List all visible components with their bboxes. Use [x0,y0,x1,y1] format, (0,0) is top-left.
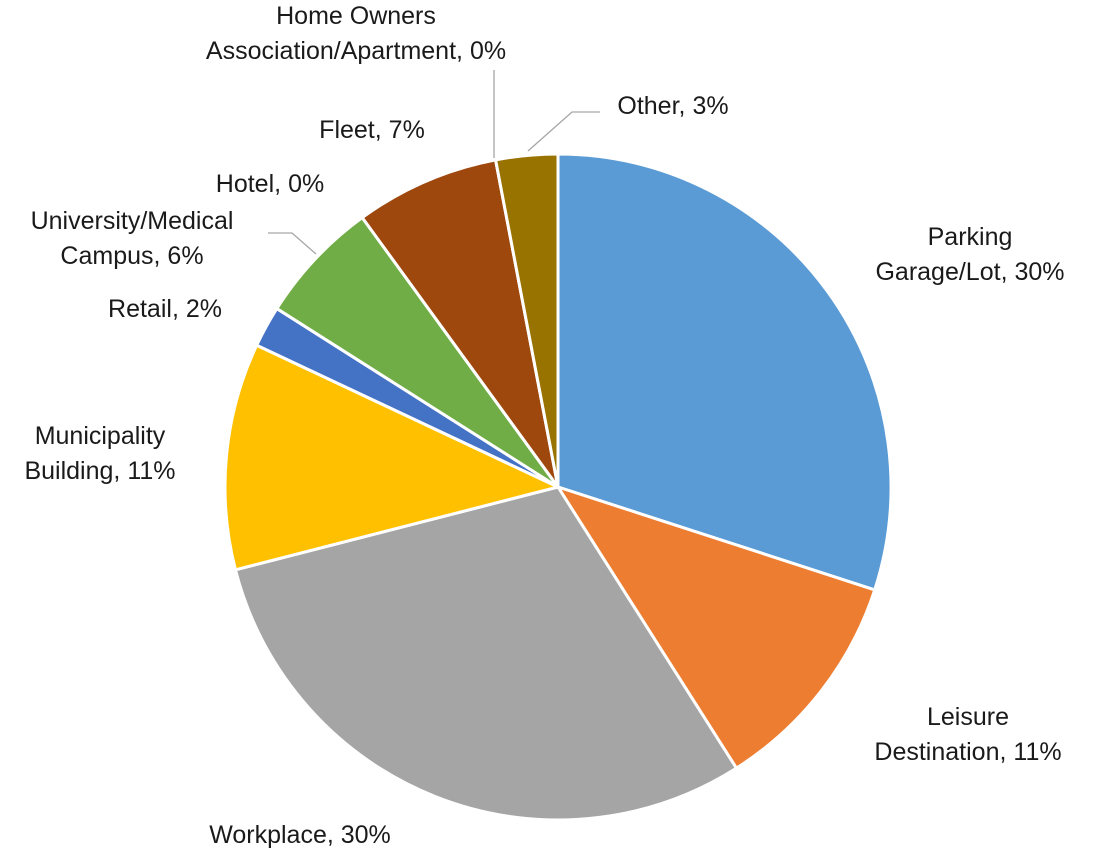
value-label: 11% [127,457,175,485]
value-label: 30% [1014,258,1064,286]
label-line: Municipality [35,422,166,450]
label-line: Retail [108,295,172,323]
category-label: Workplace [209,821,327,849]
value-label: 2% [186,295,222,323]
category-label: Leisure Destination [874,703,1009,766]
label-line: Leisure [927,703,1009,731]
category-label: Parking Garage/Lot [875,223,1012,286]
label-line: Campus [60,242,153,270]
label-line: Home Owners [276,2,436,30]
label-line: Association/Apartment [206,37,456,65]
label-line: Other [617,92,679,120]
pie-slice [494,152,560,489]
pie-slice [556,152,893,592]
pie-slice [233,485,738,822]
label-line: Workplace [209,821,327,849]
value-label: 11% [1013,738,1061,766]
data-label: Home Owners Association/Apartment, 0% [206,2,506,65]
category-label: Other [617,92,679,120]
value-label: 6% [167,242,203,270]
label-line: University/Medical [31,207,234,235]
data-label: University/Medical Campus, 6% [31,207,234,270]
category-label: Hotel [216,170,274,198]
category-label: Retail [108,295,172,323]
category-label: Fleet [319,116,375,144]
label-line: Destination [874,738,999,766]
pie-slice [556,485,877,770]
value-label: 3% [692,92,728,120]
label-line: Hotel [216,170,274,198]
value-label: 7% [389,116,425,144]
leader-line [527,111,600,152]
category-label: University/Medical Campus [31,207,234,270]
value-label: 0% [470,37,506,65]
data-label: Retail, 2% [108,295,222,323]
data-label: Fleet, 7% [319,116,425,144]
data-label: Parking Garage/Lot, 30% [875,223,1064,286]
value-label: 30% [341,821,391,849]
pie-slice [360,158,560,489]
pie-slice [223,343,560,572]
data-label: Leisure Destination, 11% [874,703,1061,766]
data-label: Workplace, 30% [209,821,391,849]
data-label: Other, 3% [617,92,728,120]
label-line: Building [24,457,113,485]
data-label: Municipality Building, 11% [24,422,175,485]
value-label: 0% [288,170,324,198]
pie-slice [275,216,560,489]
category-label: Home Owners Association/Apartment [206,2,456,65]
leader-line [268,232,317,255]
data-label: Hotel, 0% [216,170,324,198]
label-line: Parking [928,223,1013,251]
label-line: Garage/Lot [875,258,1000,286]
label-line: Fleet [319,116,375,144]
category-label: Municipality Building [24,422,165,485]
